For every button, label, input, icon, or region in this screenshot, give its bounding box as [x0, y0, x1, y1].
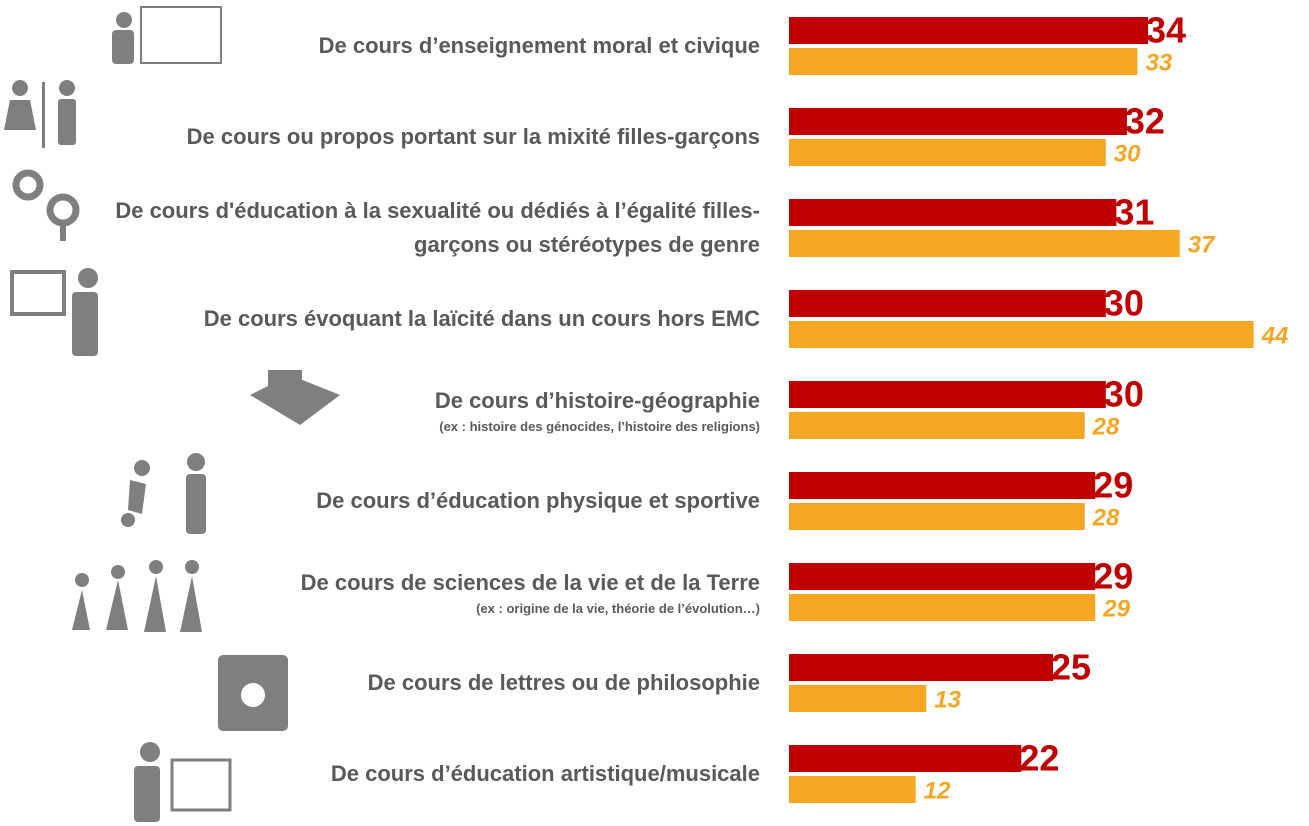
- value-label: 28: [1092, 504, 1120, 531]
- value-label: 29: [1093, 556, 1133, 597]
- bar: [789, 563, 1095, 590]
- category-label: De cours de lettres ou de philosophie: [70, 666, 760, 700]
- category-text: De cours d’éducation physique et sportiv…: [316, 488, 760, 513]
- category-text: De cours d’histoire-géographie: [435, 388, 760, 413]
- value-label: 30: [1104, 283, 1144, 324]
- value-label: 44: [1261, 322, 1289, 349]
- value-label: 31: [1114, 192, 1154, 233]
- category-text: De cours de sciences de la vie et de la …: [301, 570, 760, 595]
- value-label: 22: [1019, 738, 1059, 779]
- category-text: De cours ou propos portant sur la mixité…: [187, 124, 760, 149]
- bar: [789, 108, 1127, 135]
- bar: [789, 290, 1106, 317]
- category-note: (ex : origine de la vie, théorie de l’év…: [70, 600, 760, 618]
- bar: [789, 654, 1053, 681]
- value-label: 12: [924, 777, 951, 804]
- category-label: De cours d’éducation artistique/musicale: [70, 757, 760, 791]
- category-text: De cours d'éducation à la sexualité ou d…: [115, 198, 760, 257]
- value-label: 30: [1104, 374, 1144, 415]
- bar: [789, 776, 916, 803]
- bar: [789, 685, 926, 712]
- bar: [789, 48, 1137, 75]
- category-text: De cours évoquant la laïcité dans un cou…: [204, 306, 760, 331]
- category-text: De cours d’éducation artistique/musicale: [331, 761, 760, 786]
- page: 343332303137304430282928292925132212 (()…: [0, 0, 1309, 826]
- category-label: De cours de sciences de la vie et de la …: [70, 566, 760, 618]
- bar: [789, 139, 1106, 166]
- bar: [789, 321, 1254, 348]
- value-label: 25: [1051, 647, 1091, 688]
- category-label: De cours évoquant la laïcité dans un cou…: [70, 302, 760, 336]
- bar: [789, 381, 1106, 408]
- value-label: 28: [1092, 413, 1120, 440]
- category-label: De cours ou propos portant sur la mixité…: [70, 120, 760, 154]
- category-text: De cours d’enseignement moral et civique: [319, 33, 760, 58]
- value-label: 33: [1145, 49, 1172, 76]
- category-note: (ex : histoire des génocides, l’histoire…: [70, 418, 760, 436]
- value-label: 37: [1188, 231, 1216, 258]
- value-label: 29: [1093, 465, 1133, 506]
- bar: [789, 230, 1180, 257]
- bar: [789, 503, 1085, 530]
- bar: [789, 745, 1021, 772]
- value-label: 32: [1125, 101, 1165, 142]
- bar: [789, 472, 1095, 499]
- category-label: De cours d’histoire-géographie (ex : hist…: [70, 384, 760, 436]
- category-label: De cours d’enseignement moral et civique: [70, 29, 760, 63]
- bar: [789, 17, 1148, 44]
- bar: [789, 412, 1085, 439]
- value-label: 30: [1114, 140, 1141, 167]
- category-label: De cours d’éducation physique et sportiv…: [70, 484, 760, 518]
- bar: [789, 594, 1095, 621]
- category-label: De cours d'éducation à la sexualité ou d…: [80, 194, 760, 262]
- value-label: 34: [1146, 10, 1186, 51]
- bar: [789, 199, 1116, 226]
- value-label: 13: [934, 686, 961, 713]
- value-label: 29: [1102, 595, 1130, 622]
- category-text: De cours de lettres ou de philosophie: [368, 670, 760, 695]
